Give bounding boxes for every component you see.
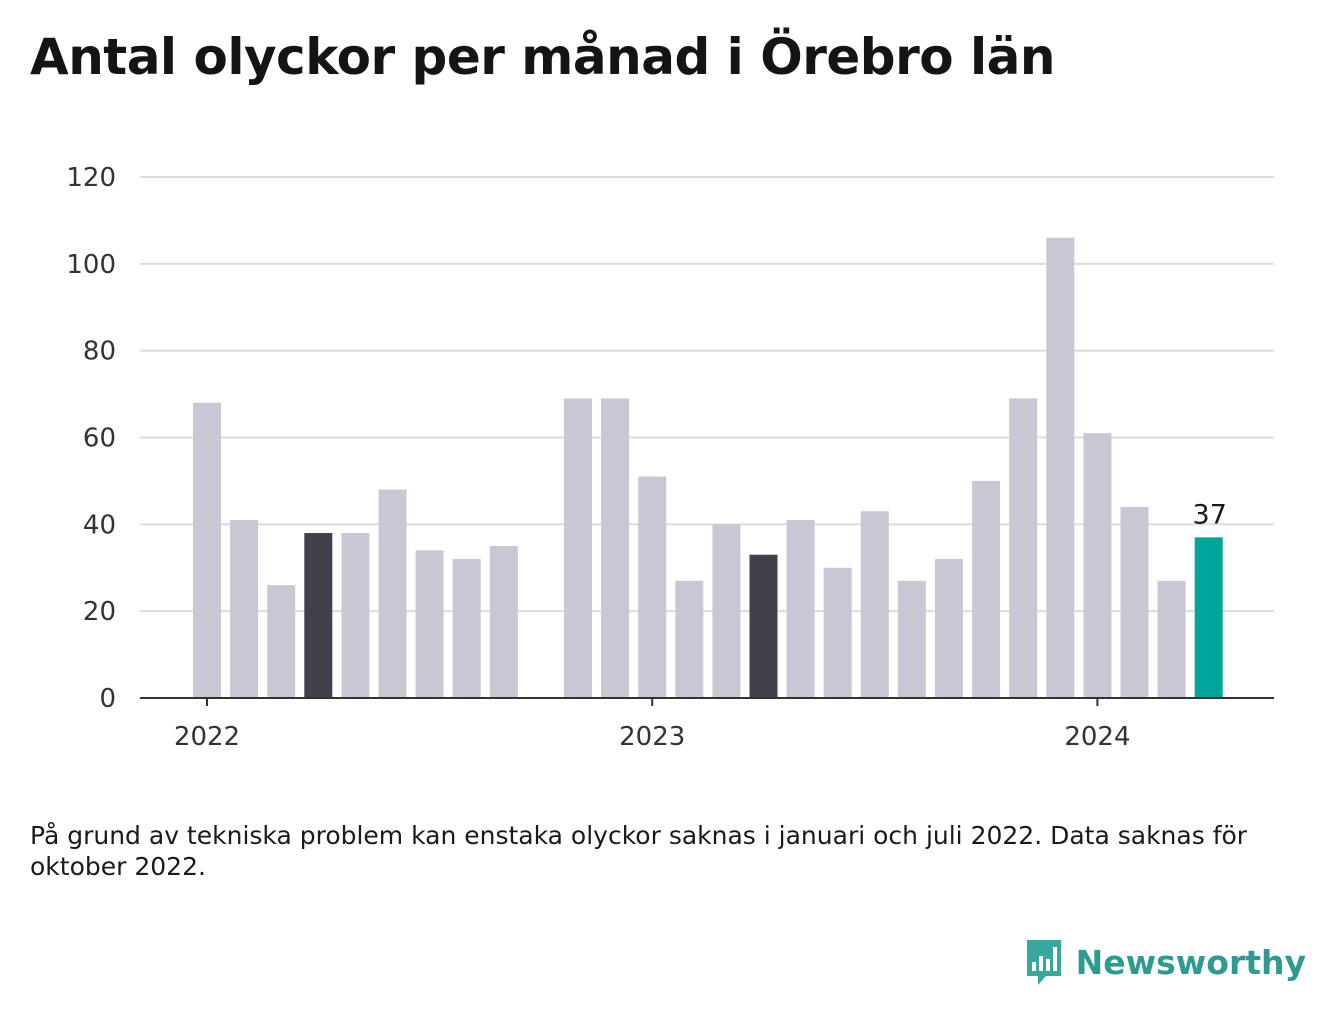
y-tick-label: 40 xyxy=(83,510,116,540)
x-tick-label: 2024 xyxy=(1064,722,1130,752)
x-axis: 2022 2023 2024 xyxy=(140,697,1274,752)
y-tick-label: 80 xyxy=(83,337,116,367)
bar-2023-08 xyxy=(897,580,926,698)
data-label-current: 37 xyxy=(1193,499,1227,530)
bar-2024-04 xyxy=(1194,537,1223,698)
y-tick-label: 100 xyxy=(66,250,116,280)
bar-2022-08 xyxy=(452,559,481,698)
y-tick-label: 120 xyxy=(66,163,116,193)
brand-logo: Newsworthy xyxy=(1024,938,1306,986)
bar-2022-04 xyxy=(304,533,333,698)
footnote: På grund av tekniska problem kan enstaka… xyxy=(30,821,1248,881)
bar-2023-12 xyxy=(1046,237,1075,698)
bar-2022-03 xyxy=(267,585,296,698)
bars xyxy=(193,237,1223,698)
bar-2022-02 xyxy=(230,519,259,698)
bar-2023-11 xyxy=(1009,398,1038,698)
bar-2023-09 xyxy=(935,559,963,698)
y-tick-label: 20 xyxy=(83,597,116,627)
chart-title: Antal olyckor per månad i Örebro län xyxy=(30,28,1055,86)
bar-2024-02 xyxy=(1120,506,1149,698)
bar-2022-05 xyxy=(341,533,370,698)
bar-2023-05 xyxy=(786,519,815,698)
bar-2024-01 xyxy=(1083,433,1112,698)
bar-2023-03 xyxy=(712,524,741,698)
bar-2023-02 xyxy=(675,580,704,698)
bar-2023-06 xyxy=(823,567,852,698)
y-tick-label: 60 xyxy=(83,424,116,454)
bar-2024-03 xyxy=(1157,580,1186,698)
bar-2022-01 xyxy=(193,402,221,698)
bar-2023-10 xyxy=(972,480,1001,698)
x-tick-label: 2023 xyxy=(619,722,685,752)
bar-2023-04 xyxy=(749,554,778,698)
bar-2022-06 xyxy=(378,489,407,698)
bar-2022-12 xyxy=(601,398,630,698)
bar-2023-07 xyxy=(860,511,889,698)
bar-2022-11 xyxy=(564,398,592,698)
y-tick-label: 0 xyxy=(99,684,116,714)
newsworthy-logo-icon xyxy=(1026,940,1061,985)
data-labels: 37 xyxy=(1193,499,1227,530)
x-tick-label: 2022 xyxy=(174,722,240,752)
bar-2022-07 xyxy=(415,550,444,698)
bar-chart: 0 20 40 60 80 100 120 2022 2023 2024 37 xyxy=(66,163,1274,752)
y-axis-ticks: 0 20 40 60 80 100 120 xyxy=(66,163,116,714)
bar-2023-01 xyxy=(638,476,667,698)
bar-2022-09 xyxy=(489,546,518,698)
brand-name: Newsworthy xyxy=(1075,942,1306,982)
